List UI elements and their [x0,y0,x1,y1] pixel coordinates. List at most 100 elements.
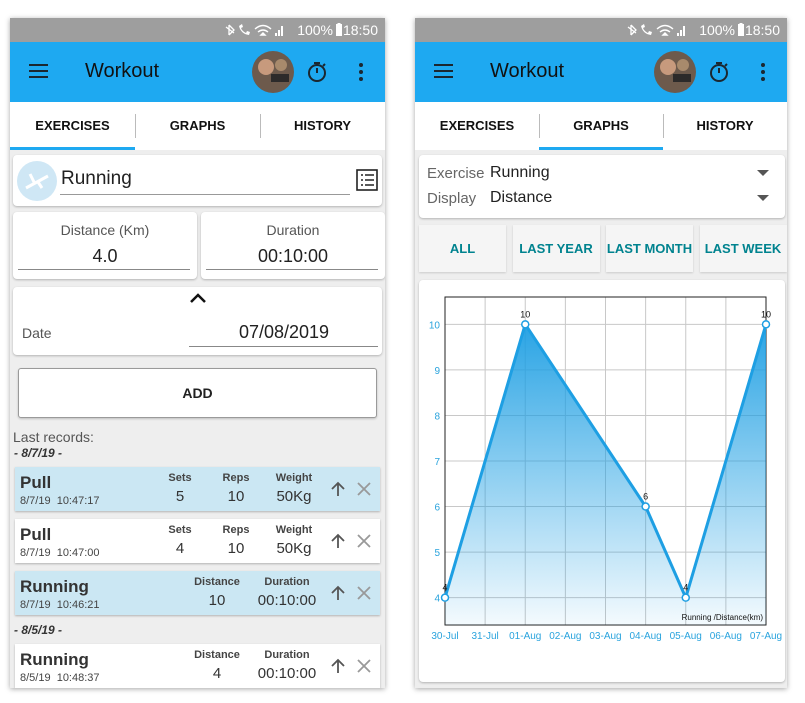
tab[interactable]: EXERCISES [35,118,110,133]
range-button[interactable]: LAST YEAR [512,225,600,272]
battery-level: 100% [297,22,333,38]
exercise-input[interactable]: Running [61,168,132,189]
data-label: 10 [520,309,530,319]
input-underline [206,269,378,270]
profile-avatar[interactable] [251,50,295,94]
tab[interactable]: HISTORY [696,118,754,133]
phone-screen: 100% 18:50 Workout EXERCISES GRAPHS HISTORY Ru… [10,18,385,688]
move-up-button[interactable] [331,533,345,549]
exercise-card: Running [13,155,382,206]
x-tick-label: 01-Aug [509,631,541,642]
area [445,324,766,625]
range-button[interactable]: ALL [419,225,506,272]
add-button[interactable]: ADD [18,368,377,418]
tab[interactable]: GRAPHS [573,118,629,133]
range-button[interactable]: LAST MONTH [606,225,693,272]
point [641,502,650,511]
filter-dropdown[interactable]: Distance [490,189,553,206]
tab-divider [539,114,540,138]
move-up-button[interactable] [331,658,345,674]
menu-button[interactable] [434,63,454,79]
collapse-button[interactable] [189,292,207,304]
range-button[interactable]: LAST WEEK [699,225,787,272]
field-value: 50Kg [276,488,312,505]
status-icons-part [656,24,674,36]
point [681,593,690,602]
profile-avatar-part [275,59,287,71]
x-tick-label: 31-Jul [472,631,499,642]
battery-icon-part [739,23,743,25]
input-value[interactable]: 00:10:00 [257,246,329,266]
data-label: 10 [761,309,771,319]
tab[interactable]: EXERCISES [439,118,515,133]
input-underline [60,194,350,195]
record-row[interactable]: Running 8/5/19 10:48:37 Distance 4 Duration 0… [15,644,380,688]
filter-card: Exercise Running Display Distance [419,155,785,218]
record-time: 8/7/19 10:47:00 [20,547,100,559]
field-value: 5 [175,488,185,505]
record-name: Running [20,650,89,669]
y-tick-label: 6 [434,503,440,514]
field-value: 10 [227,488,245,505]
field-label: Sets [168,524,192,536]
x-tick-label: 04-Aug [630,631,662,642]
record-name: Pull [20,525,52,544]
record-row[interactable]: Pull 8/7/19 10:47:17 Sets 5 Reps 10 Weight 50Kg [15,467,380,511]
status-icons-part [627,24,637,36]
field-value: 10 [208,592,226,609]
input-label: Distance (Km) [60,222,150,238]
tab[interactable]: HISTORY [293,118,352,133]
filter-dropdown[interactable]: Running [490,164,550,181]
timer-button-part [314,62,326,73]
records-title: Last records: [13,429,94,445]
date-header: - 8/5/19 - [14,623,63,637]
move-up-button[interactable] [331,481,345,497]
delete-button-part [357,586,371,600]
tab[interactable]: GRAPHS [169,118,226,133]
field-label: Reps [222,524,250,536]
tab-indicator [539,147,663,150]
delete-button-part [357,482,371,496]
profile-avatar-part [271,74,289,82]
dropdown-arrow [757,170,769,176]
record-row[interactable]: Pull 8/7/19 10:47:00 Sets 4 Reps 10 Weight 50Kg [15,519,380,563]
field-value: 4 [175,540,185,557]
tab-divider [135,114,136,138]
list-button[interactable] [356,169,378,191]
timer-button[interactable] [708,61,730,83]
y-tick-label: 10 [429,320,441,331]
y-tick-label: 5 [434,548,440,559]
record-row[interactable]: Running 8/7/19 10:46:21 Distance 10 Duration… [15,571,380,615]
delete-button[interactable] [357,659,371,673]
delete-button[interactable] [357,534,371,548]
profile-avatar[interactable] [653,50,697,94]
profile-avatar-part [660,59,676,75]
input-value[interactable]: 4.0 [92,246,118,266]
app-bar: Workout [415,42,787,102]
delete-button[interactable] [357,482,371,496]
x-tick-label: 07-Aug [750,631,782,642]
overflow-menu[interactable] [760,62,766,82]
dropdown-arrow-part [757,195,769,201]
overflow-menu-part [761,63,765,67]
tab-bar: EXERCISES GRAPHS HISTORY [10,102,385,150]
battery-level: 100% [699,22,735,38]
overflow-menu[interactable] [358,62,364,82]
delete-button-part [357,534,371,548]
status-icons-part [677,33,679,36]
record-name: Pull [20,473,52,492]
field-label: Duration [264,649,310,661]
move-up-button-part [331,658,345,673]
delete-button[interactable] [357,586,371,600]
overflow-menu-part [359,63,363,67]
move-up-button-part [331,481,345,496]
timer-button[interactable] [306,61,328,83]
battery-icon [336,23,342,36]
date-value[interactable]: 07/08/2019 [238,322,330,342]
menu-button[interactable] [29,63,49,79]
timer-button-part [308,64,326,82]
battery-icon-part [738,24,744,36]
status-bar: 100% 18:50 [415,18,787,42]
move-up-button[interactable] [331,585,345,601]
